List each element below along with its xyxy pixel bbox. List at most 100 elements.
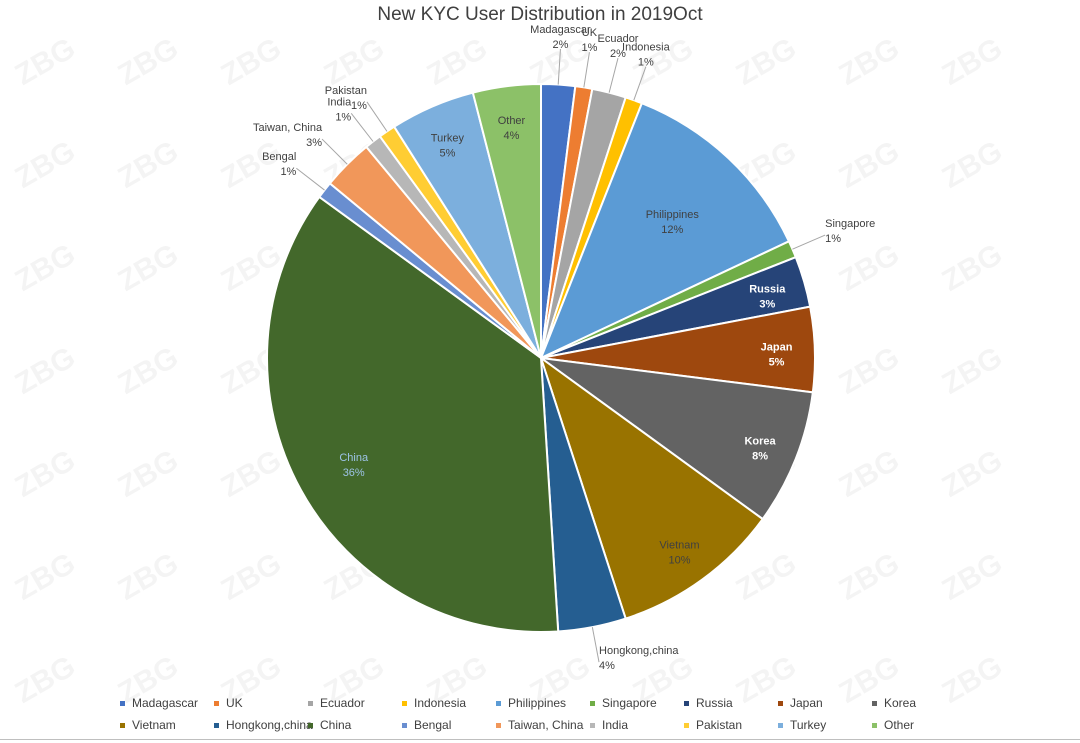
slice-label-name: Japan xyxy=(761,342,793,354)
legend-label: Indonesia xyxy=(414,696,467,710)
watermark-text: ZBG xyxy=(834,32,905,92)
slice-label: UK 1% xyxy=(581,27,597,54)
chart-legend: Madagascar UK Ecuador Indonesia Philippines S… xyxy=(120,692,1080,736)
watermark-text: ZBG xyxy=(216,135,287,195)
slice-label-name: Indonesia xyxy=(622,42,671,54)
slice-label: Korea 8% xyxy=(744,436,776,463)
leader-lines xyxy=(296,48,826,663)
watermark-text: ZBG xyxy=(216,32,287,92)
slice-label: India 1% xyxy=(327,96,352,123)
watermark-text: ZBG xyxy=(937,341,1008,401)
legend-swatch xyxy=(214,722,219,728)
slice-label-name: Bengal xyxy=(262,151,296,163)
slice-label: Turkey 5% xyxy=(431,133,465,160)
watermark-text: ZBG xyxy=(834,547,905,607)
slice-label-name: UK xyxy=(582,27,598,39)
watermark-text: ZBG xyxy=(216,444,287,504)
legend-label: Bengal xyxy=(414,718,452,732)
legend-swatch xyxy=(590,700,595,706)
legend-swatch xyxy=(496,722,501,728)
slice-label: China 36% xyxy=(339,452,369,479)
legend-swatch xyxy=(120,722,125,728)
legend-label: Other xyxy=(884,718,915,732)
legend-label: Japan xyxy=(790,696,823,710)
legend-swatch xyxy=(402,722,407,728)
legend-swatch xyxy=(308,722,313,728)
slice-label-value: 1% xyxy=(280,166,296,178)
pie-slice-korea xyxy=(540,357,814,521)
slice-label-name: Taiwan, China xyxy=(253,122,323,134)
legend-item: Pakistan xyxy=(684,718,778,732)
legend-swatch xyxy=(308,700,313,706)
slice-labels: Madagascar2%UK1%Ecuador2%Indonesia1%Phil… xyxy=(253,24,875,672)
legend-item: Madagascar xyxy=(120,696,214,710)
slice-label-value: 36% xyxy=(343,467,365,479)
slice-label-value: 4% xyxy=(599,660,615,672)
pie-slice-china xyxy=(266,195,560,633)
legend-swatch xyxy=(778,700,783,706)
legend-swatch xyxy=(684,700,689,706)
watermark-text: ZBG xyxy=(10,135,81,195)
leader-line xyxy=(591,627,600,663)
watermark-text: ZBG xyxy=(937,547,1008,607)
legend-label: India xyxy=(602,718,629,732)
watermark-text: ZBG xyxy=(422,32,493,92)
slice-label: Vietnam 10% xyxy=(659,540,699,567)
leader-line xyxy=(350,113,374,142)
legend-item: India xyxy=(590,718,684,732)
legend-label: Taiwan, China xyxy=(508,718,584,732)
slice-label-value: 1% xyxy=(825,233,841,245)
slice-label: Other 4% xyxy=(498,115,526,142)
legend-item: Hongkong,china xyxy=(214,718,313,732)
slice-label-value: 10% xyxy=(668,555,690,567)
legend-label: Vietnam xyxy=(132,718,176,732)
slice-label: Japan 5% xyxy=(761,342,793,369)
legend-item: Korea xyxy=(872,696,966,710)
slice-label: Hongkong,china 4% xyxy=(599,645,679,672)
slice-label-name: Other xyxy=(498,115,526,127)
legend-item: Vietnam xyxy=(120,718,214,732)
slice-label-value: 1% xyxy=(581,42,597,54)
slice-label-name: Ecuador xyxy=(598,33,639,45)
legend-item: Other xyxy=(872,718,966,732)
pie-slice-philippines xyxy=(539,101,791,360)
watermark-text: ZBG xyxy=(216,547,287,607)
legend-item: Singapore xyxy=(590,696,684,710)
slice-label-name: Hongkong,china xyxy=(599,645,679,657)
slice-label-value: 2% xyxy=(610,48,626,60)
legend-item: Russia xyxy=(684,696,778,710)
watermark-text: ZBG xyxy=(731,547,802,607)
slice-label-name: Korea xyxy=(744,436,776,448)
slice-label: Taiwan, China 3% xyxy=(253,122,323,149)
leader-line xyxy=(557,48,561,85)
legend-swatch xyxy=(214,700,219,706)
pie-slice-other xyxy=(471,82,542,359)
legend-item: Bengal xyxy=(402,718,496,732)
legend-swatch xyxy=(120,700,125,706)
legend-label: UK xyxy=(226,696,243,710)
watermark-text: ZBG xyxy=(834,341,905,401)
legend-item: Ecuador xyxy=(308,696,402,710)
watermark-text: ZBG xyxy=(937,444,1008,504)
slice-label-value: 3% xyxy=(759,298,775,310)
slice-label-name: China xyxy=(339,452,369,464)
slice-label-name: Russia xyxy=(749,283,786,295)
watermark-text: ZBG xyxy=(10,650,81,710)
legend-label: Turkey xyxy=(790,718,827,732)
legend-label: Pakistan xyxy=(696,718,743,732)
legend-swatch xyxy=(872,722,877,728)
slice-label-name: Madagascar xyxy=(530,24,591,36)
watermark-text: ZBG xyxy=(319,32,390,92)
slice-label-value: 4% xyxy=(504,130,520,142)
chart-title: New KYC User Distribution in 2019Oct xyxy=(377,4,703,25)
legend-item: Turkey xyxy=(778,718,872,732)
legend-label: Korea xyxy=(884,696,917,710)
slice-label: Philippines 12% xyxy=(646,209,700,236)
legend-label: Ecuador xyxy=(320,696,365,710)
legend-item: UK xyxy=(214,696,308,710)
slice-label-value: 12% xyxy=(661,224,683,236)
legend-item: Indonesia xyxy=(402,696,496,710)
pie-slices xyxy=(266,82,816,633)
legend-label: China xyxy=(320,718,352,732)
